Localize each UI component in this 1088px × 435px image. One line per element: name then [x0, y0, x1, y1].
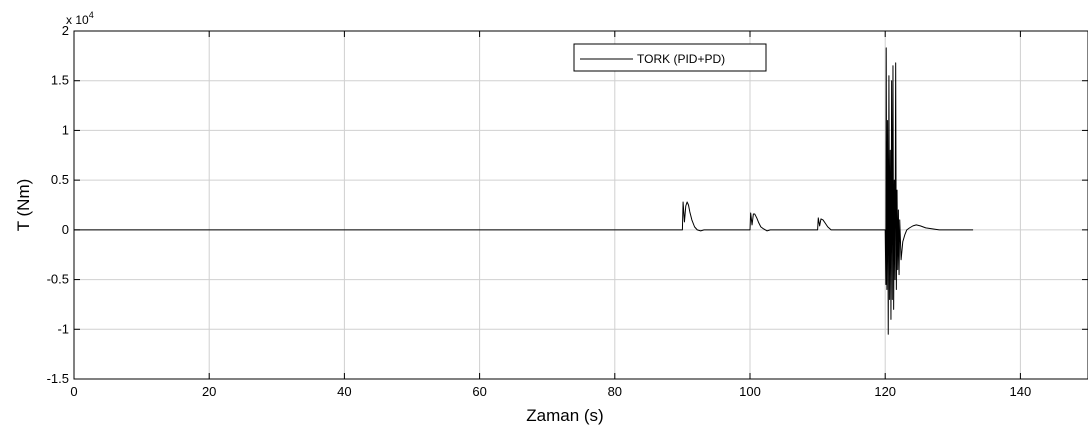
legend-box — [573, 43, 767, 72]
x-axis-label: Zaman (s) — [526, 406, 603, 425]
series-line-tork — [74, 47, 974, 335]
x-tick-label: 60 — [472, 384, 486, 399]
y-tick-label: 1.5 — [51, 73, 69, 88]
y-tick-label: 2 — [62, 23, 69, 38]
x-tick-label: 80 — [608, 384, 622, 399]
x-tick-label: 100 — [739, 384, 761, 399]
x-tick-label: 0 — [70, 384, 77, 399]
y-tick-label: -1 — [57, 321, 69, 336]
x-tick-label: 120 — [874, 384, 896, 399]
y-tick-label: 0 — [62, 222, 69, 237]
tick-labels: 0 20 40 60 80 100 120 140 -1.5 -1 -0.5 0 0.5 1 1.5 2 — [47, 23, 1032, 399]
y-tick-label: 0.5 — [51, 172, 69, 187]
y-axis-label: T (Nm) — [14, 179, 33, 232]
x-tick-label: 20 — [202, 384, 216, 399]
y-tick-label: 1 — [62, 122, 69, 137]
y-exponent-label: x 104 — [66, 10, 94, 27]
plot-area — [74, 31, 1088, 379]
plot-border — [73, 30, 1088, 380]
y-tick-label: -1.5 — [47, 371, 69, 386]
y-tick-label: -0.5 — [47, 272, 69, 287]
axis-ticks — [73, 30, 1088, 380]
x-tick-label: 40 — [337, 384, 351, 399]
series-layer — [74, 47, 974, 335]
x-tick-label: 140 — [1010, 384, 1032, 399]
y-exponent-power: 4 — [89, 10, 94, 20]
legend-label: TORK (PID+PD) — [637, 52, 725, 66]
legend: TORK (PID+PD) — [573, 43, 767, 72]
